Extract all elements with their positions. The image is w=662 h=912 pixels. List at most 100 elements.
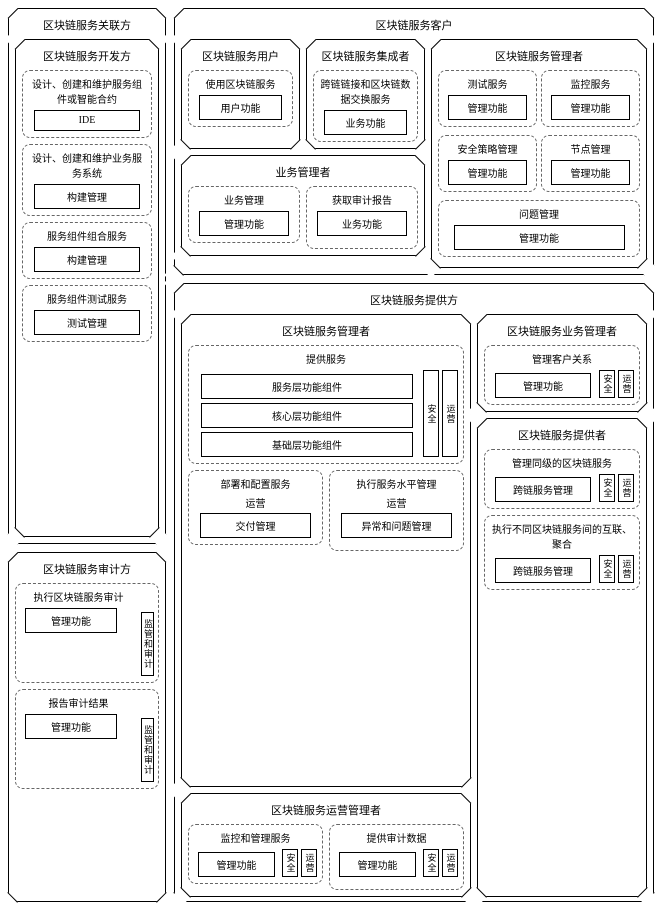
cust-svcmgr-c4-tag: 管理功能: [551, 160, 629, 185]
prov-sup-b1-tag: 跨链服务管理: [495, 477, 590, 502]
cust-svcmgr-c4-label: 节点管理: [547, 141, 634, 156]
prov-sla-sub: 运营: [335, 495, 458, 510]
cust-svcmgr-c5: 问题管理 管理功能: [438, 200, 640, 257]
dev-b1-tag: IDE: [34, 110, 140, 131]
prov-sup-b1-v2: 运营: [618, 474, 634, 502]
provider-box: 区块链服务提供方 区块链服务管理者 提供服务 服务层功能组件 核心层功能组件: [174, 283, 654, 902]
audit-b1-label: 执行区块链服务审计: [21, 589, 136, 604]
prov-deploy-sub: 运营: [194, 495, 317, 510]
prov-provide: 提供服务 服务层功能组件 核心层功能组件 基础层功能组件 安全 运营: [188, 345, 464, 464]
prov-sup-b2-v2: 运营: [618, 555, 634, 583]
cust-integrator-title: 区块链服务集成者: [313, 48, 418, 64]
dev-b4-label: 服务组件测试服务: [28, 291, 146, 306]
audit-b2-tag: 管理功能: [25, 714, 117, 739]
prov-op-b2-label: 提供审计数据: [335, 830, 458, 845]
cust-svcmgr-c5-tag: 管理功能: [454, 225, 625, 250]
dev-b3-tag: 构建管理: [34, 247, 140, 272]
prov-svcmgr-box: 区块链服务管理者 提供服务 服务层功能组件 核心层功能组件 基础层功能组件 安全: [181, 314, 471, 787]
cust-svcmgr-box: 区块链服务管理者 测试服务 管理功能 监控服务 管理功能 安全策略管理 管理功能: [431, 39, 647, 268]
dev-b3-label: 服务组件组合服务: [28, 228, 146, 243]
related-title: 区块链服务关联方: [15, 17, 159, 33]
cust-bizmgr-b2-tag: 业务功能: [317, 211, 407, 236]
prov-bizmgr-title: 区块链服务业务管理者: [484, 323, 640, 339]
audit-b2-label: 报告审计结果: [21, 695, 136, 710]
cust-bizmgr-b2-label: 获取审计报告: [312, 192, 412, 207]
cust-integrator-box: 区块链服务集成者 跨链链接和区块链数据交换服务 业务功能: [306, 39, 425, 149]
cust-bizmgr-b1: 业务管理 管理功能: [188, 186, 300, 243]
prov-provide-label: 提供服务: [194, 351, 458, 366]
provider-title: 区块链服务提供方: [181, 292, 647, 308]
dev-b2-tag: 构建管理: [34, 184, 140, 209]
cust-svcmgr-c2-label: 监控服务: [547, 76, 634, 91]
prov-op-b2-v2: 运营: [442, 849, 458, 877]
customer-title: 区块链服务客户: [181, 17, 647, 33]
customer-box: 区块链服务客户 区块链服务用户 使用区块链服务 用户功能: [174, 8, 654, 275]
dev-b4-tag: 测试管理: [34, 310, 140, 335]
prov-bizmgr-v2: 运营: [618, 370, 634, 398]
cust-bizmgr-title: 业务管理者: [188, 164, 418, 180]
cust-svcmgr-c5-label: 问题管理: [444, 206, 634, 221]
cust-bizmgr-box: 业务管理者 业务管理 管理功能 获取审计报告 业务功能: [181, 155, 425, 256]
prov-c1: 服务层功能组件: [201, 374, 413, 399]
prov-sla: 执行服务水平管理 运营 异常和问题管理: [329, 470, 464, 551]
cust-integrator-label: 跨链链接和区块链数据交换服务: [319, 76, 412, 106]
audit-b2-side: 监管和审计: [141, 718, 154, 782]
prov-sup-b2-v1: 安全: [599, 555, 615, 583]
prov-deploy-label: 部署和配置服务: [194, 476, 317, 491]
dev-b2-label: 设计、创建和维护业务服务系统: [28, 150, 146, 180]
developer-box: 区块链服务开发方 设计、创建和维护服务组件或智能合约 IDE 设计、创建和维护业…: [15, 39, 159, 537]
cust-bizmgr-b1-label: 业务管理: [194, 192, 294, 207]
audit-b1-side: 监管和审计: [141, 612, 154, 676]
audit-title: 区块链服务审计方: [15, 561, 159, 577]
audit-party-box: 区块链服务审计方 执行区块链服务审计 管理功能 监管和审计 报告审计结果 管理功…: [8, 552, 166, 902]
prov-deploy-tag: 交付管理: [200, 513, 311, 538]
prov-supplier-title: 区块链服务提供者: [484, 427, 640, 443]
prov-sup-b1-v1: 安全: [599, 474, 615, 502]
prov-op-b1-label: 监控和管理服务: [194, 830, 317, 845]
prov-op-b1-tag: 管理功能: [198, 852, 275, 877]
cust-integrator-tag: 业务功能: [324, 110, 408, 135]
prov-v2: 运营: [442, 370, 458, 457]
dev-block-3: 服务组件组合服务 构建管理: [22, 222, 152, 279]
prov-op-b2-v1: 安全: [423, 849, 439, 877]
prov-sup-b1: 管理同级的区块链服务 跨链服务管理 安全 运营: [484, 449, 640, 509]
cust-bizmgr-b1-tag: 管理功能: [199, 211, 289, 236]
cust-integrator-b: 跨链链接和区块链数据交换服务 业务功能: [313, 70, 418, 142]
prov-svcmgr-title: 区块链服务管理者: [188, 323, 464, 339]
prov-op-b2-tag: 管理功能: [339, 852, 416, 877]
cust-svcmgr-c2-tag: 管理功能: [551, 95, 629, 120]
prov-bizmgr-tag: 管理功能: [495, 373, 590, 398]
cust-svcmgr-c3: 安全策略管理 管理功能: [438, 135, 537, 192]
prov-c2: 核心层功能组件: [201, 403, 413, 428]
prov-sup-b2-tag: 跨链服务管理: [495, 558, 590, 583]
dev-b1-label: 设计、创建和维护服务组件或智能合约: [28, 76, 146, 106]
prov-sup-b2-label: 执行不同区块链服务间的互联、聚合: [490, 521, 634, 551]
left-column: 区块链服务关联方 区块链服务开发方 设计、创建和维护服务组件或智能合约 IDE …: [8, 8, 166, 902]
cust-user-tag: 用户功能: [199, 95, 283, 120]
cust-user-title: 区块链服务用户: [188, 48, 293, 64]
cust-svcmgr-title: 区块链服务管理者: [438, 48, 640, 64]
dev-block-1: 设计、创建和维护服务组件或智能合约 IDE: [22, 70, 152, 138]
audit-b1: 执行区块链服务审计 管理功能 监管和审计: [15, 583, 159, 683]
prov-supplier-box: 区块链服务提供者 管理同级的区块链服务 跨链服务管理 安全 运营 执行不同区块链…: [477, 418, 647, 897]
prov-bizmgr-v1: 安全: [599, 370, 615, 398]
cust-svcmgr-c3-label: 安全策略管理: [444, 141, 531, 156]
provider-left: 区块链服务管理者 提供服务 服务层功能组件 核心层功能组件 基础层功能组件 安全: [181, 314, 471, 897]
prov-op-b1-v2: 运营: [301, 849, 317, 877]
provider-right: 区块链服务业务管理者 管理客户关系 管理功能 安全 运营 区块链服务: [477, 314, 647, 897]
cust-svcmgr-c1: 测试服务 管理功能: [438, 70, 537, 127]
cust-svcmgr-c3-tag: 管理功能: [448, 160, 526, 185]
related-party-box: 区块链服务关联方 区块链服务开发方 设计、创建和维护服务组件或智能合约 IDE …: [8, 8, 166, 544]
prov-sla-label: 执行服务水平管理: [335, 476, 458, 491]
cust-svcmgr-c1-tag: 管理功能: [448, 95, 526, 120]
prov-op-b1-v1: 安全: [282, 849, 298, 877]
audit-b1-tag: 管理功能: [25, 608, 117, 633]
prov-bizmgr-b: 管理客户关系 管理功能 安全 运营: [484, 345, 640, 405]
developer-title: 区块链服务开发方: [22, 48, 152, 64]
dev-block-4: 服务组件测试服务 测试管理: [22, 285, 152, 342]
cust-svcmgr-c1-label: 测试服务: [444, 76, 531, 91]
audit-b2: 报告审计结果 管理功能 监管和审计: [15, 689, 159, 789]
cust-svcmgr-c2: 监控服务 管理功能: [541, 70, 640, 127]
cust-svcmgr-c4: 节点管理 管理功能: [541, 135, 640, 192]
right-column: 区块链服务客户 区块链服务用户 使用区块链服务 用户功能: [174, 8, 654, 902]
